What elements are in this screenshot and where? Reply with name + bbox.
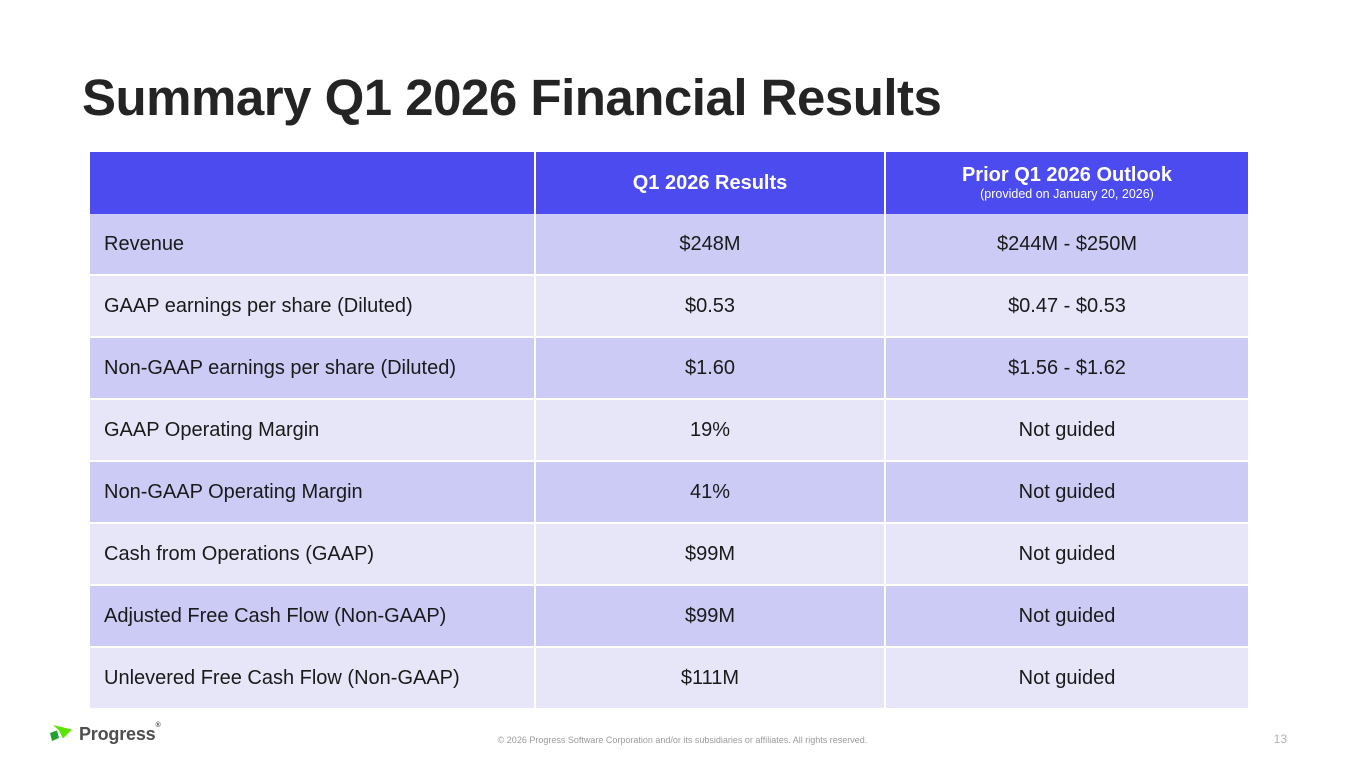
- table-row-q1-value: $0.53: [536, 276, 884, 336]
- table-row-q1-value: 19%: [536, 400, 884, 460]
- table-row-outlook-value: $1.56 - $1.62: [886, 338, 1248, 398]
- table-header-metric: [90, 152, 534, 214]
- page-title: Summary Q1 2026 Financial Results: [82, 69, 942, 126]
- table-row-label: Cash from Operations (GAAP): [90, 524, 534, 584]
- progress-logo-icon: [50, 725, 72, 741]
- table-row-q1-value: $99M: [536, 586, 884, 646]
- progress-logo: Progress®: [48, 721, 161, 746]
- table-row-outlook-value: Not guided: [886, 586, 1248, 646]
- table-header-prior-outlook-title: Prior Q1 2026 Outlook: [961, 164, 1173, 187]
- table-header-prior-outlook: Prior Q1 2026 Outlook (provided on Janua…: [886, 152, 1248, 214]
- table-row-label: Unlevered Free Cash Flow (Non-GAAP): [90, 648, 534, 708]
- table-row-q1-value: $99M: [536, 524, 884, 584]
- table-row-q1-value: 41%: [536, 462, 884, 522]
- trademark-symbol: ®: [155, 721, 161, 729]
- table-row-outlook-value: Not guided: [886, 400, 1248, 460]
- table-row-outlook-value: $0.47 - $0.53: [886, 276, 1248, 336]
- table-row-label: Non-GAAP earnings per share (Diluted): [90, 338, 534, 398]
- progress-logo-text: Progress®: [79, 721, 161, 744]
- table-row-outlook-value: Not guided: [886, 648, 1248, 708]
- table-row-q1-value: $111M: [536, 648, 884, 708]
- table-row-label: Revenue: [90, 214, 534, 274]
- table-row-outlook-value: Not guided: [886, 524, 1248, 584]
- table-row-q1-value: $248M: [536, 214, 884, 274]
- table-row-label: GAAP earnings per share (Diluted): [90, 276, 534, 336]
- page-number: 13: [1273, 732, 1287, 746]
- financial-results-table: Q1 2026 Results Prior Q1 2026 Outlook (p…: [90, 152, 1248, 708]
- copyright-text: © 2026 Progress Software Corporation and…: [497, 735, 868, 745]
- table-header-prior-outlook-subtitle: (provided on January 20, 2026): [980, 187, 1154, 202]
- table-row-outlook-value: Not guided: [886, 462, 1248, 522]
- table-row-q1-value: $1.60: [536, 338, 884, 398]
- table-row-label: Non-GAAP Operating Margin: [90, 462, 534, 522]
- table-row-label: Adjusted Free Cash Flow (Non-GAAP): [90, 586, 534, 646]
- table-row-outlook-value: $244M - $250M: [886, 214, 1248, 274]
- table-row-label: GAAP Operating Margin: [90, 400, 534, 460]
- table-header-q1-results: Q1 2026 Results: [536, 152, 884, 214]
